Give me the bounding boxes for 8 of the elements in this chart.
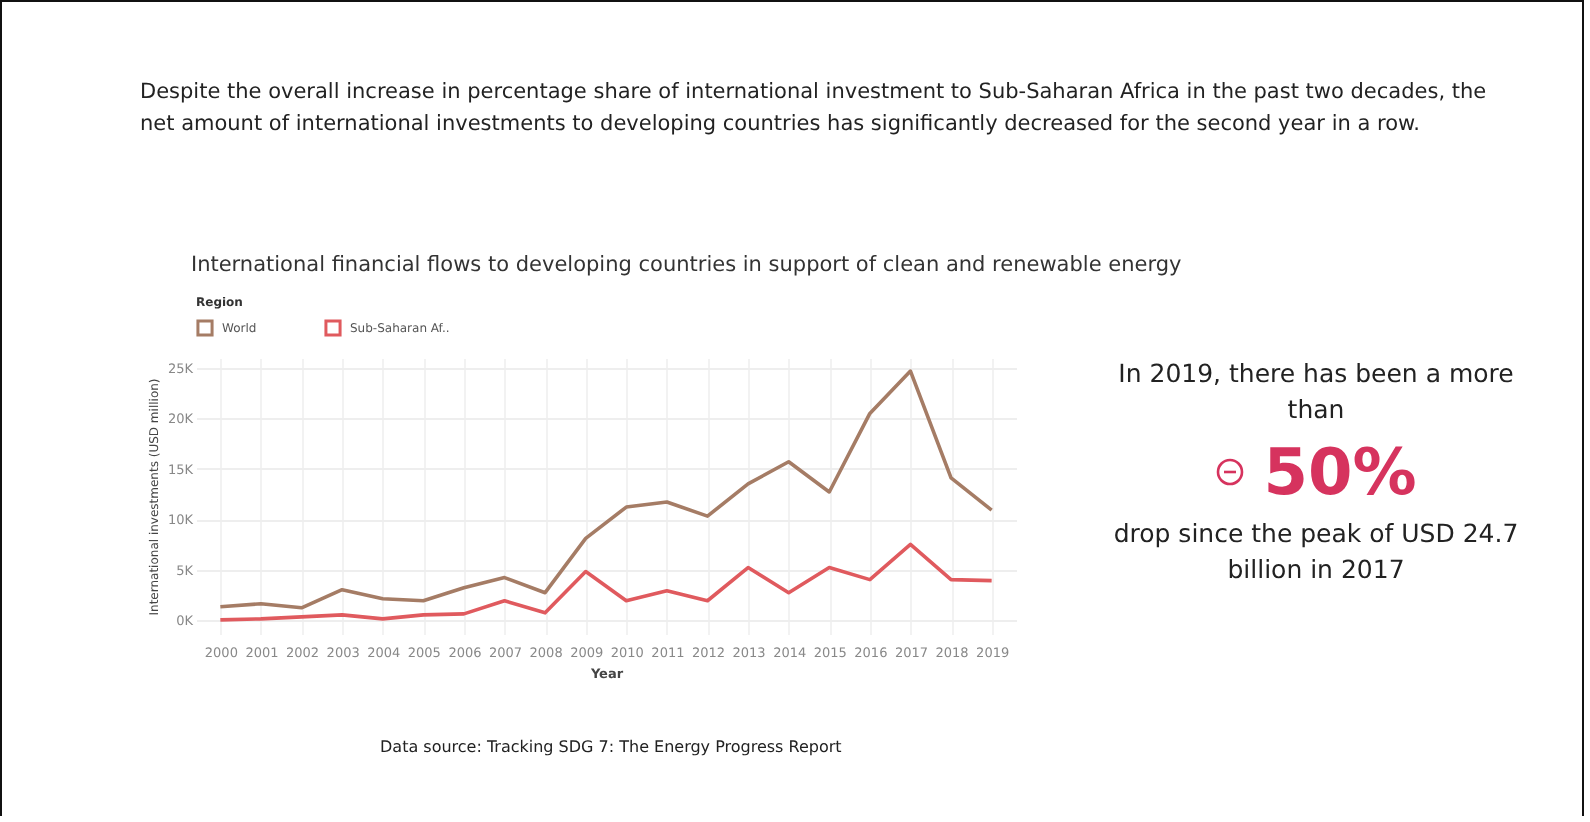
line-series xyxy=(218,542,994,622)
text: 50% xyxy=(1263,432,1417,512)
chart-title: International financial flows to developing countries in support of clean and renewable energy xyxy=(190,253,1182,277)
source-note: Data source: Tracking SDG 7: The Energy Progress Report xyxy=(380,738,842,756)
text: In 2019, there has been a more than xyxy=(1116,356,1516,428)
line-series xyxy=(218,369,994,610)
text: Despite the overall increase in percentage share of international investment to Sub-Saharan Africa in the past two decades, the net amount of international investments to developing countries has significantly decreased for the second year in a row. xyxy=(140,78,1489,140)
text: drop since the peak of USD 24.7 billion in 2017 xyxy=(1111,516,1521,588)
